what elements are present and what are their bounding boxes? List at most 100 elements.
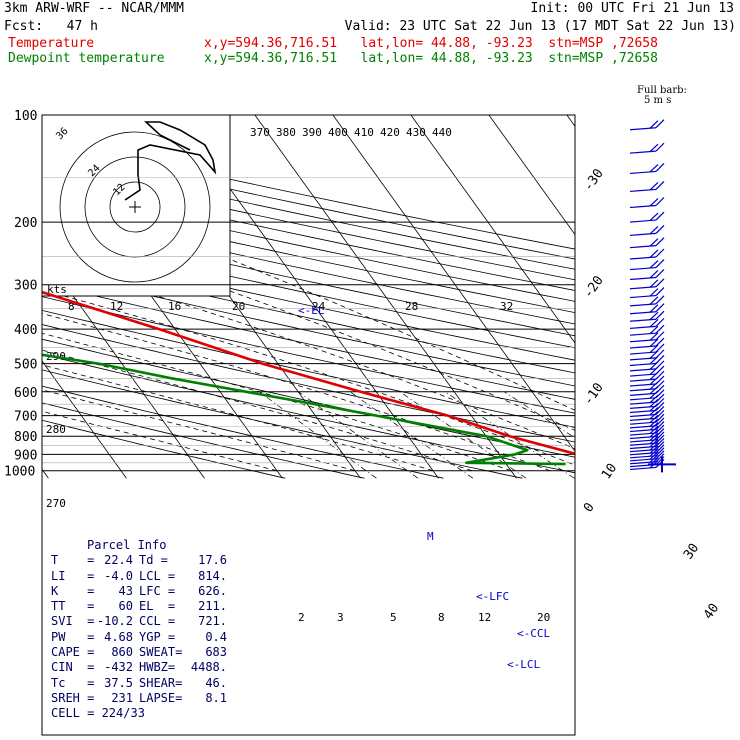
parcel-value: 4.68 — [104, 629, 133, 644]
parcel-value: 22.4 — [104, 553, 133, 568]
dry-adiabat — [42, 167, 575, 281]
parcel-value: 4488. — [190, 660, 227, 675]
wind-barb — [629, 444, 665, 456]
wind-barb — [629, 224, 665, 236]
parcel-value: K = — [51, 583, 95, 598]
pressure-tick-label: 400 — [14, 323, 37, 338]
isotherm-line — [254, 115, 517, 479]
init-time: Init: 00 UTC Fri 21 Jun 13 — [530, 1, 735, 16]
parcel-value: 721. — [198, 614, 227, 629]
parcel-info-title: Parcel Info — [87, 538, 167, 552]
wind-barb — [629, 269, 665, 281]
dry-adiabat — [42, 385, 444, 479]
dry-adiabat — [42, 269, 575, 387]
parcel-value: 683 — [205, 645, 227, 660]
wind-barb — [629, 406, 665, 418]
wind-barb — [629, 317, 665, 329]
el-marker: <-EL — [298, 304, 325, 317]
parcel-value: T = — [51, 553, 95, 568]
wind-barb — [629, 310, 665, 322]
lfc-marker: <-LFC — [476, 590, 509, 603]
parcel-value: YGP = — [139, 629, 176, 644]
mixing-ratio-label: 20 — [537, 611, 550, 624]
mixing-ratio-line — [349, 391, 474, 479]
wind-barb — [629, 248, 665, 260]
wind-barb — [629, 421, 665, 433]
ccl-marker: <-CCL — [517, 627, 550, 640]
isotherm-line — [42, 251, 205, 479]
temperature-location: x,y=594.36,716.51 lat,lon= 44.88, -93.23… — [204, 36, 658, 51]
hodograph-ring — [84, 156, 186, 258]
wind-barb — [629, 441, 665, 453]
temperature-tick-label: 10 — [599, 461, 620, 482]
theta-e-label: 390 — [302, 126, 322, 139]
parcel-value: Tc = — [51, 675, 95, 690]
dry-adiabat — [42, 177, 575, 291]
wind-barb — [629, 447, 665, 459]
wind-barb — [629, 409, 665, 421]
parcel-value: Td = — [139, 553, 168, 568]
barb-key-title: Full barb: — [637, 85, 687, 96]
temperature-tick-label: 40 — [701, 601, 722, 622]
hodograph-ring — [109, 181, 161, 233]
dry-adiabat — [42, 353, 575, 474]
wind-barb — [629, 324, 665, 336]
hodograph-units: kts — [47, 283, 67, 296]
wind-barb — [629, 413, 665, 425]
isotherm-line — [410, 115, 575, 344]
parcel-row: LI = -4.0 LCL = 814. — [51, 569, 233, 584]
hodograph-axis-tick: 12 — [110, 300, 123, 313]
wind-barb — [629, 431, 665, 443]
moist-adiabat — [42, 410, 278, 472]
parcel-value: 17.6 — [198, 553, 227, 568]
lcl-marker: <-LCL — [507, 658, 540, 671]
theta-e-label: 370 — [250, 126, 270, 139]
dewpoint-profile — [42, 353, 566, 466]
temperature-tick-label: -20 — [581, 273, 607, 301]
mixing-ratio-line — [445, 391, 575, 479]
wind-barb — [629, 180, 665, 193]
wind-barb — [629, 397, 665, 409]
wind-barb — [629, 237, 665, 249]
parcel-value: 8.1 — [205, 690, 227, 705]
parcel-value: LFC = — [139, 583, 176, 598]
parcel-value: LAPSE= — [139, 690, 183, 705]
parcel-value: 46. — [205, 675, 227, 690]
parcel-row: K = 43 LFC = 626. — [51, 584, 233, 599]
hodograph-axis-tick: 16 — [168, 300, 181, 313]
wind-barb — [629, 303, 665, 315]
dry-adiabat — [42, 338, 575, 458]
wind-barb — [629, 417, 665, 429]
dry-adiabat — [42, 419, 286, 479]
temperature-profile — [42, 290, 575, 456]
forecast-hour: Fcst: 47 h — [4, 19, 98, 34]
parcel-info-panel: Parcel Info T = 22.4 Td = 17.6 LI = -4.0 LCL =… — [43, 538, 233, 734]
wind-barb — [629, 163, 665, 175]
dry-adiabat — [42, 324, 575, 443]
dry-adiabat — [42, 188, 575, 302]
mixing-ratio-label: 8 — [438, 611, 445, 624]
pressure-tick-label: 200 — [14, 216, 37, 231]
parcel-value: 626. — [198, 583, 227, 598]
wind-barb — [629, 438, 665, 450]
parcel-row: SREH = 231 LAPSE= 8.1 — [51, 691, 233, 706]
theta-e-label: 430 — [406, 126, 426, 139]
dry-adiabat — [42, 210, 575, 325]
hodograph-axis-tick: 32 — [500, 300, 513, 313]
pressure-tick-label: 700 — [14, 410, 37, 425]
parcel-value: SREH = — [51, 690, 95, 705]
isotherm-line — [42, 360, 127, 479]
hodograph-axis-tick: 28 — [405, 300, 418, 313]
wind-barb — [629, 360, 665, 372]
hodograph-axis-tick: 20 — [232, 300, 245, 313]
dry-adiabat — [42, 296, 575, 414]
parcel-row: Tc = 37.5 SHEAR= 46. — [51, 676, 233, 691]
dry-adiabat — [42, 402, 365, 479]
model-title: 3km ARW-WRF -- NCAR/MMM — [4, 1, 185, 16]
wind-barb — [629, 349, 665, 361]
wind-barb — [629, 331, 665, 343]
parcel-row: TT = 60 EL = 211. — [51, 599, 233, 614]
parcel-value: 231 — [111, 690, 133, 705]
temperature-tick-label: 30 — [681, 541, 702, 562]
parcel-value: CIN = — [51, 660, 95, 675]
